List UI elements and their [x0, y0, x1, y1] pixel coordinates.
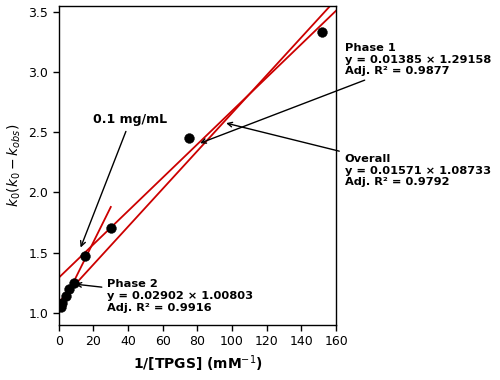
Text: 0.1 mg/mL: 0.1 mg/mL	[80, 113, 168, 246]
Point	[107, 225, 115, 231]
Point	[185, 135, 193, 141]
Point	[81, 253, 89, 259]
Text: Phase 1
y = 0.01385 × 1.29158
Adj. R² = 0.9877: Phase 1 y = 0.01385 × 1.29158 Adj. R² = …	[202, 43, 491, 143]
Y-axis label: $k_0(k_0-k_{obs})$: $k_0(k_0-k_{obs})$	[6, 124, 23, 207]
Point	[62, 293, 70, 299]
Point	[65, 286, 73, 292]
Text: Overall
y = 0.01571 × 1.08733
Adj. R² = 0.9792: Overall y = 0.01571 × 1.08733 Adj. R² = …	[228, 122, 491, 187]
Point	[318, 29, 326, 35]
Point	[58, 300, 66, 306]
Text: Phase 2
y = 0.02902 × 1.00803
Adj. R² = 0.9916: Phase 2 y = 0.02902 × 1.00803 Adj. R² = …	[77, 279, 254, 313]
X-axis label: 1/[TPGS] (mM$^{-1}$): 1/[TPGS] (mM$^{-1}$)	[132, 354, 262, 374]
Point	[56, 304, 64, 310]
Point	[70, 280, 78, 286]
